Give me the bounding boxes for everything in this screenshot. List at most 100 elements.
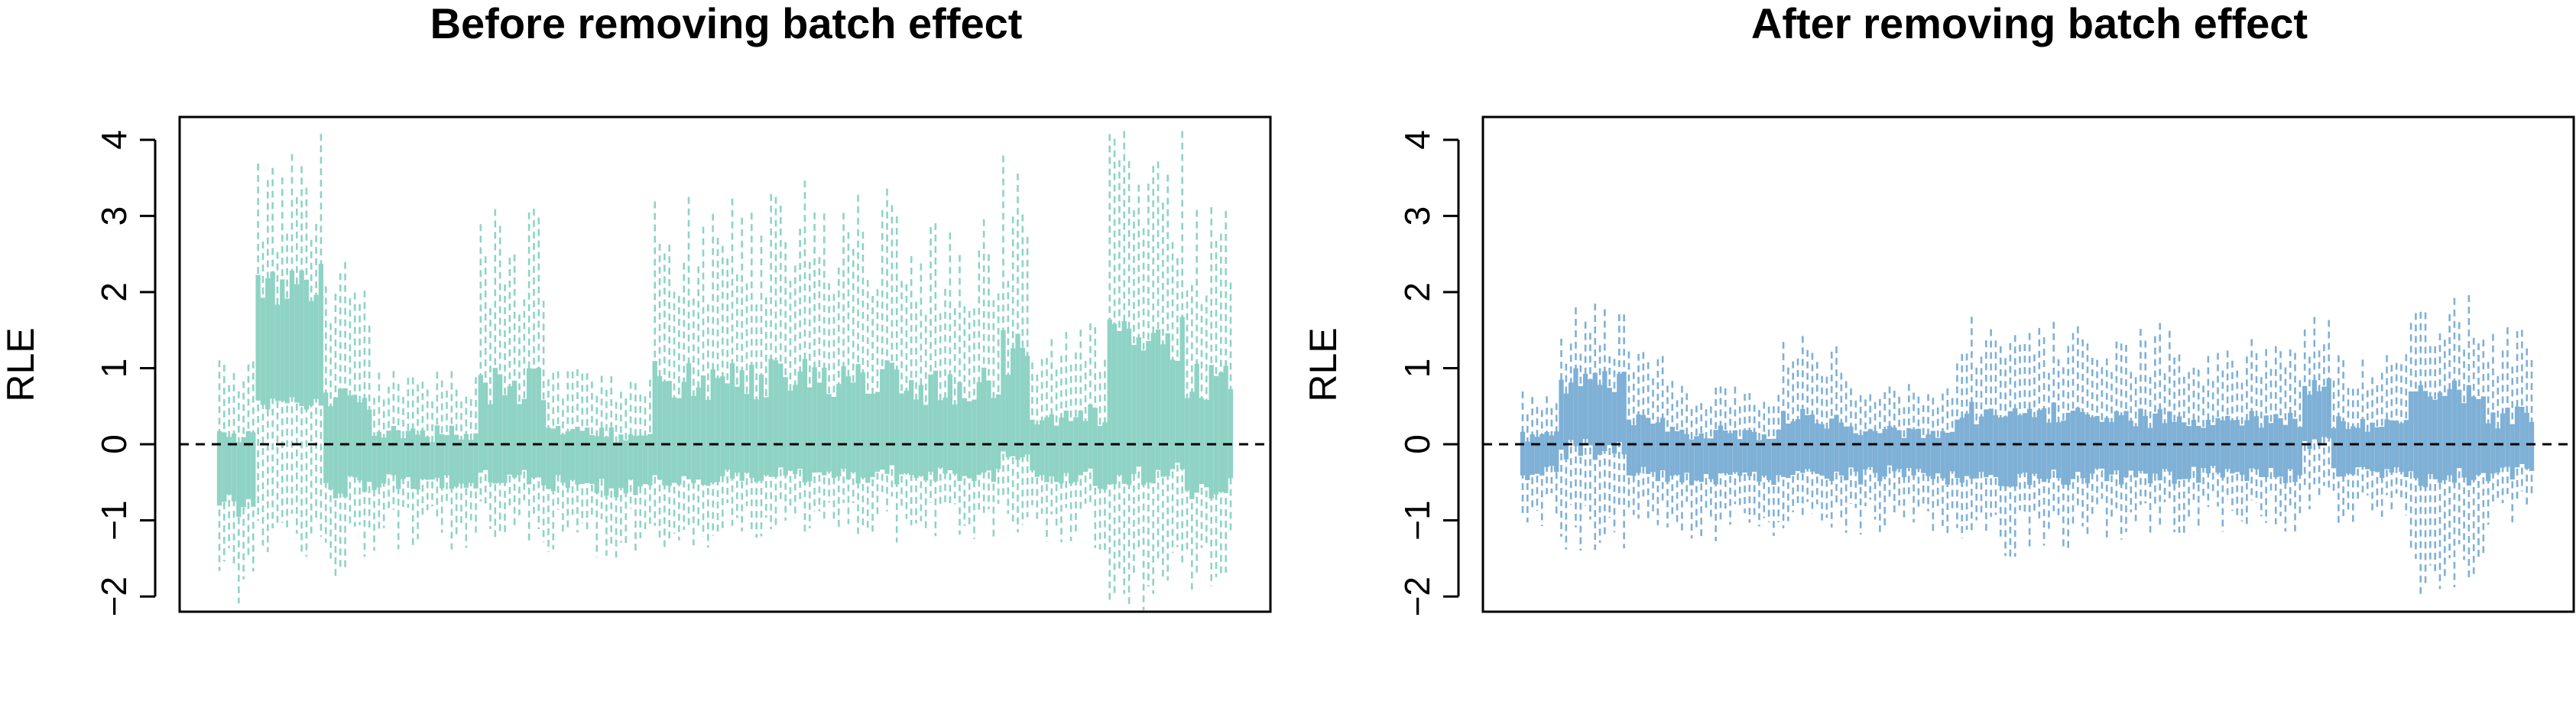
y-tick-label: −1 — [1397, 500, 1437, 540]
iqr-box — [1819, 424, 1825, 476]
y-tick-label: 4 — [1397, 130, 1437, 150]
iqr-box — [367, 409, 372, 482]
sample-boxplot — [294, 197, 300, 534]
sample-boxplot — [1906, 384, 1912, 496]
iqr-box — [1650, 423, 1656, 473]
iqr-box — [2331, 428, 2337, 469]
iqr-box — [1582, 373, 1588, 440]
sample-boxplot — [482, 256, 488, 504]
iqr-box — [599, 427, 605, 479]
iqr-box — [2380, 427, 2385, 478]
sample-boxplot — [816, 256, 822, 512]
iqr-box — [1544, 431, 1549, 467]
sample-boxplot — [1955, 363, 1960, 528]
sample-boxplot — [2109, 372, 2114, 520]
sample-boxplot — [2351, 388, 2356, 525]
iqr-box — [816, 382, 822, 473]
iqr-box — [540, 400, 547, 486]
iqr-box — [880, 369, 885, 470]
sample-boxplot — [933, 223, 939, 537]
iqr-box — [2234, 420, 2240, 473]
sample-boxplot — [1646, 362, 1651, 521]
iqr-box — [333, 397, 339, 499]
iqr-box — [579, 430, 585, 484]
sample-boxplot — [1117, 160, 1122, 570]
sample-boxplot — [2422, 312, 2428, 586]
iqr-box — [1617, 373, 1622, 443]
y-axis-label: RLE — [0, 327, 42, 401]
sample-boxplot — [836, 267, 842, 530]
iqr-box — [913, 399, 919, 478]
sample-boxplot — [1660, 356, 1666, 504]
iqr-box — [1549, 435, 1555, 466]
sample-boxplot — [2505, 327, 2510, 495]
iqr-box — [231, 433, 237, 502]
iqr-box — [2413, 391, 2419, 479]
iqr-box — [729, 363, 735, 479]
sample-boxplot — [309, 239, 314, 537]
sample-boxplot — [841, 213, 846, 503]
sample-boxplot — [2268, 369, 2274, 495]
sample-boxplot — [942, 288, 948, 504]
iqr-box — [2022, 413, 2027, 473]
y-tick-label: −2 — [1397, 577, 1437, 616]
iqr-box — [347, 395, 353, 476]
iqr-box — [381, 437, 387, 484]
iqr-box — [1520, 431, 1526, 476]
sample-boxplot — [1228, 282, 1234, 535]
sample-boxplot — [826, 283, 832, 503]
iqr-box — [469, 440, 474, 483]
iqr-box — [802, 359, 808, 483]
sample-boxplot — [1703, 409, 1709, 509]
sample-boxplot — [546, 378, 551, 552]
iqr-box — [1848, 426, 1854, 468]
panel-before: Before removing batch effect RLE −2 −1 0 1 2… — [0, 0, 1272, 616]
iqr-box — [565, 431, 570, 488]
sample-boxplot — [2403, 354, 2409, 515]
iqr-box — [1892, 427, 1897, 472]
sample-boxplot — [671, 291, 677, 534]
iqr-box — [942, 398, 948, 474]
sample-boxplot — [1964, 353, 1970, 530]
sample-boxplot — [1030, 362, 1035, 505]
iqr-box — [2153, 413, 2158, 474]
iqr-box — [511, 380, 517, 478]
sample-boxplot — [2461, 349, 2467, 560]
sample-boxplot — [909, 255, 914, 525]
sample-boxplot — [1213, 241, 1219, 577]
sample-boxplot — [449, 371, 455, 550]
iqr-box — [2370, 422, 2375, 472]
iqr-box — [1921, 437, 1926, 473]
iqr-box — [2524, 412, 2529, 469]
sample-boxplot — [2365, 390, 2370, 495]
iqr-box — [1790, 421, 1796, 476]
sample-boxplot — [2128, 372, 2133, 513]
sample-boxplot — [274, 252, 281, 525]
sample-boxplot — [454, 389, 459, 536]
iqr-box — [2365, 431, 2370, 469]
iqr-box — [1539, 434, 1545, 476]
iqr-box — [952, 404, 958, 474]
sample-boxplot — [1737, 406, 1743, 510]
iqr-box — [667, 381, 672, 486]
iqr-box — [1867, 429, 1873, 467]
iqr-box — [430, 442, 435, 480]
iqr-box — [2432, 399, 2438, 479]
iqr-box — [260, 297, 266, 405]
iqr-box — [739, 370, 745, 481]
sample-boxplot — [2022, 344, 2027, 512]
sample-boxplot — [1926, 394, 1931, 512]
iqr-box — [521, 398, 527, 470]
sample-boxplot — [1626, 351, 1632, 509]
iqr-box — [1189, 391, 1195, 499]
y-axis: −2 −1 0 1 2 3 4 — [94, 130, 157, 616]
sample-boxplot — [623, 398, 628, 548]
sample-boxplot — [1082, 361, 1088, 504]
iqr-box — [338, 388, 343, 494]
iqr-box — [1607, 388, 1612, 446]
sample-boxplot — [633, 383, 638, 551]
iqr-box — [280, 279, 285, 401]
iqr-box — [357, 402, 362, 481]
iqr-box — [1015, 333, 1020, 460]
sample-boxplot — [216, 360, 222, 571]
